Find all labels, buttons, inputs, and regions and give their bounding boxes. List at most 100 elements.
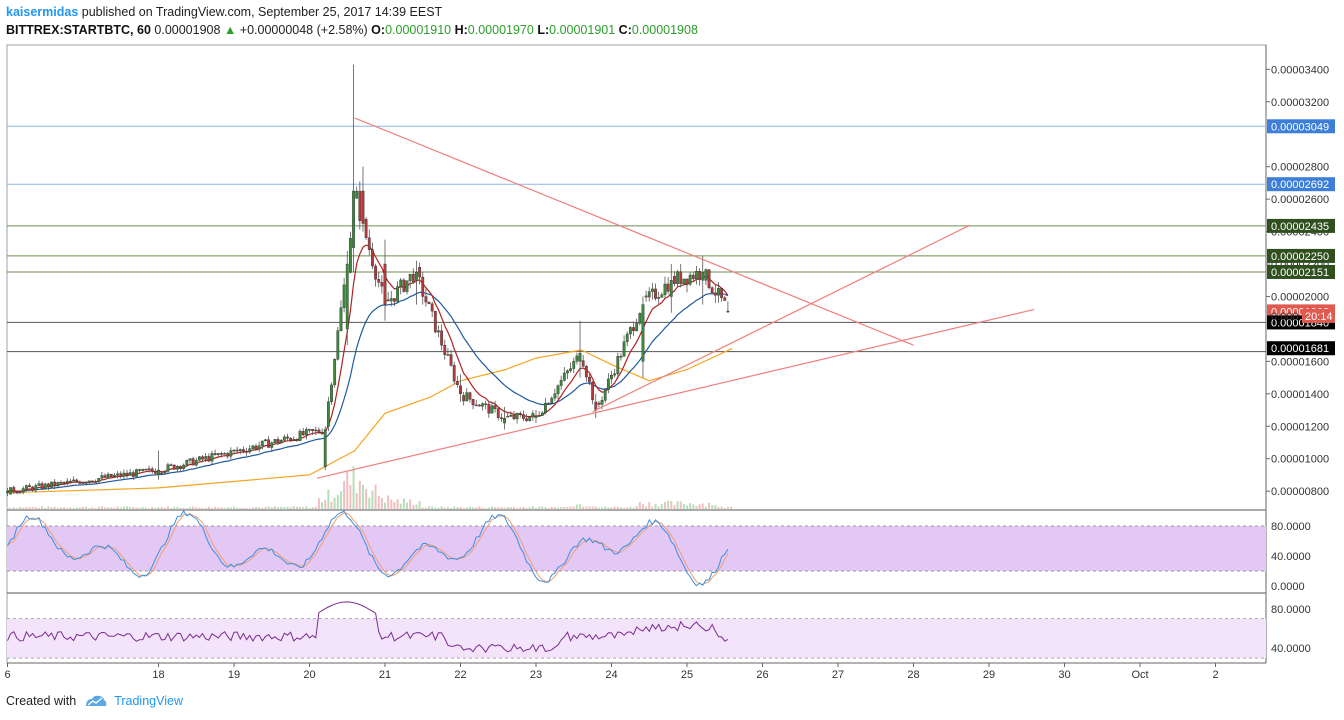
volume-bar (506, 507, 509, 509)
volume-bar (421, 507, 424, 509)
volume-bar (258, 507, 261, 509)
volume-bar (245, 507, 248, 509)
candle-body (455, 381, 459, 385)
volume-bar (311, 507, 314, 509)
candle-body (352, 190, 355, 248)
volume-bar (591, 506, 594, 509)
candle-body (625, 333, 629, 342)
candle-body (685, 278, 689, 285)
candle-body (18, 491, 22, 494)
volume-bar (487, 507, 490, 509)
volume-bar (255, 507, 258, 509)
candle-body (691, 274, 695, 280)
volume-bar (295, 506, 298, 509)
volume-bar (503, 507, 506, 509)
candle-body (477, 404, 481, 407)
candle-body (723, 297, 727, 301)
volume-bar (270, 507, 273, 509)
volume-bar (635, 505, 638, 509)
volume-bar (141, 506, 144, 509)
volume-bar (85, 506, 88, 509)
volume-bar (453, 506, 456, 509)
candle-body (676, 271, 679, 284)
volume-bar (535, 507, 537, 509)
candle-body (496, 408, 500, 418)
volume-bar (132, 507, 135, 509)
candle-body (506, 415, 510, 418)
volume-bar (346, 471, 349, 509)
volume-bar (195, 507, 198, 509)
candle-body (635, 323, 639, 332)
volume-bar (31, 506, 34, 509)
trendline (592, 224, 971, 413)
volume-bar (676, 501, 679, 509)
volume-bar (314, 506, 317, 509)
volume-bar (613, 506, 616, 509)
volume-bar (730, 506, 733, 509)
candle-body (628, 327, 632, 335)
candle-body (213, 453, 217, 455)
candle-body (75, 479, 79, 482)
candle-body (50, 481, 53, 488)
candle-body (528, 416, 532, 421)
volume-bar (15, 508, 18, 509)
volume-bar (638, 502, 641, 509)
volume-bar (711, 505, 714, 509)
volume-bar (468, 506, 471, 509)
volume-bar (217, 507, 220, 509)
volume-bar (566, 506, 569, 509)
candle-body (279, 440, 283, 443)
trendline (354, 117, 914, 346)
volume-bar (207, 506, 210, 509)
volume-bar (56, 507, 59, 509)
candle-body (430, 303, 434, 312)
candle-body (613, 373, 617, 376)
candle-body (374, 265, 377, 280)
candle-body (669, 280, 673, 297)
rsi-line (7, 601, 729, 654)
candle-body (163, 471, 167, 474)
candle-body (185, 459, 189, 466)
candle-body (493, 405, 497, 409)
volume-bar (494, 507, 497, 509)
time-tick-label: 26 (756, 669, 768, 681)
candle-body (150, 468, 154, 472)
time-tick-label: 2 (1212, 669, 1218, 681)
volume-bar (264, 506, 267, 509)
candle-body (182, 464, 186, 469)
candle-body (72, 479, 75, 482)
candle-body (113, 475, 116, 477)
price-change: +0.00000048 (+2.58%) (239, 23, 368, 37)
volume-bar (692, 504, 695, 509)
time-tick-label: Oct (1131, 669, 1148, 681)
candle-body (301, 431, 305, 436)
candle-body (361, 190, 365, 224)
candle-body (289, 437, 293, 441)
time-tick-label: 29 (983, 669, 995, 681)
candle-body (484, 403, 488, 405)
tradingview-link[interactable]: TradingView (114, 694, 183, 708)
volume-bar (277, 507, 280, 509)
volume-bar (324, 500, 327, 509)
candle-body (399, 279, 403, 287)
symbol-label[interactable]: BITTREX:STARTBTC, 60 (6, 23, 151, 37)
candle-body (437, 330, 440, 333)
volume-bar (396, 499, 399, 509)
volume-bar (198, 507, 201, 509)
moving-average-long-line (7, 347, 733, 494)
author-link[interactable]: kaisermidas (6, 5, 79, 19)
candle-body (56, 482, 60, 487)
candle-body (267, 439, 271, 448)
candle-body (43, 483, 47, 489)
candle-body (562, 372, 566, 381)
volume-bar (575, 504, 578, 509)
volume-bar (682, 504, 685, 509)
time-tick-label: 19 (228, 669, 240, 681)
candle-body (226, 453, 230, 457)
candle-body (311, 429, 315, 431)
volume-bar (500, 507, 503, 509)
candle-body (273, 439, 277, 443)
price-label-box (1267, 264, 1335, 279)
volume-bar (317, 498, 320, 509)
